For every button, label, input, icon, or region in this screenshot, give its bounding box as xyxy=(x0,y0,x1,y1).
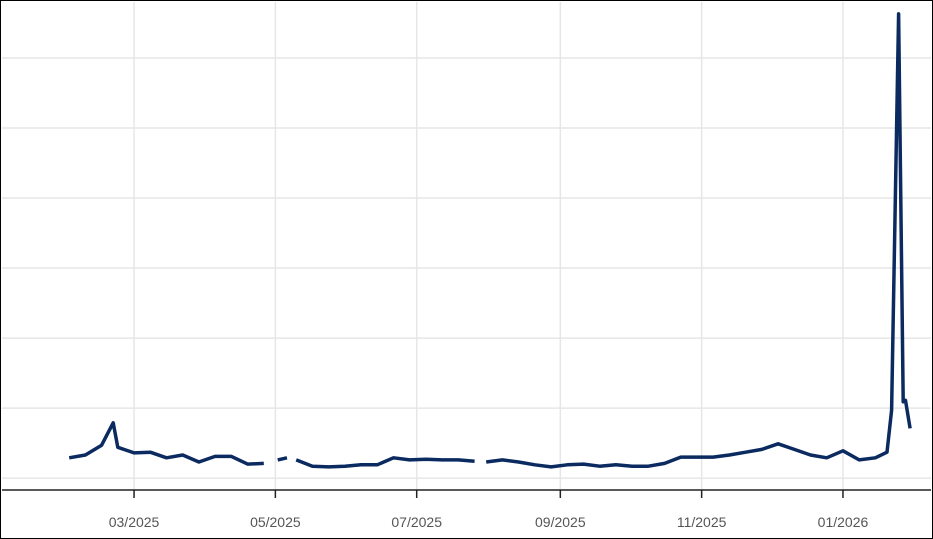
x-ticks: 03/2025 05/2025 07/2025 09/2025 11/2025 01/20… xyxy=(109,490,869,530)
line-segment xyxy=(68,421,264,466)
x-tick-label: 07/2025 xyxy=(391,514,442,530)
x-tick-label: 03/2025 xyxy=(109,514,160,530)
series-line xyxy=(68,12,912,469)
grid xyxy=(2,2,931,490)
x-tick-label: 11/2025 xyxy=(677,514,727,530)
x-tick-label: 05/2025 xyxy=(250,514,301,530)
line-segment xyxy=(277,456,288,462)
line-segment xyxy=(295,456,475,469)
x-tick-label: 09/2025 xyxy=(535,514,586,530)
x-tick-label: 01/2026 xyxy=(818,514,869,530)
line-segment xyxy=(485,12,912,469)
